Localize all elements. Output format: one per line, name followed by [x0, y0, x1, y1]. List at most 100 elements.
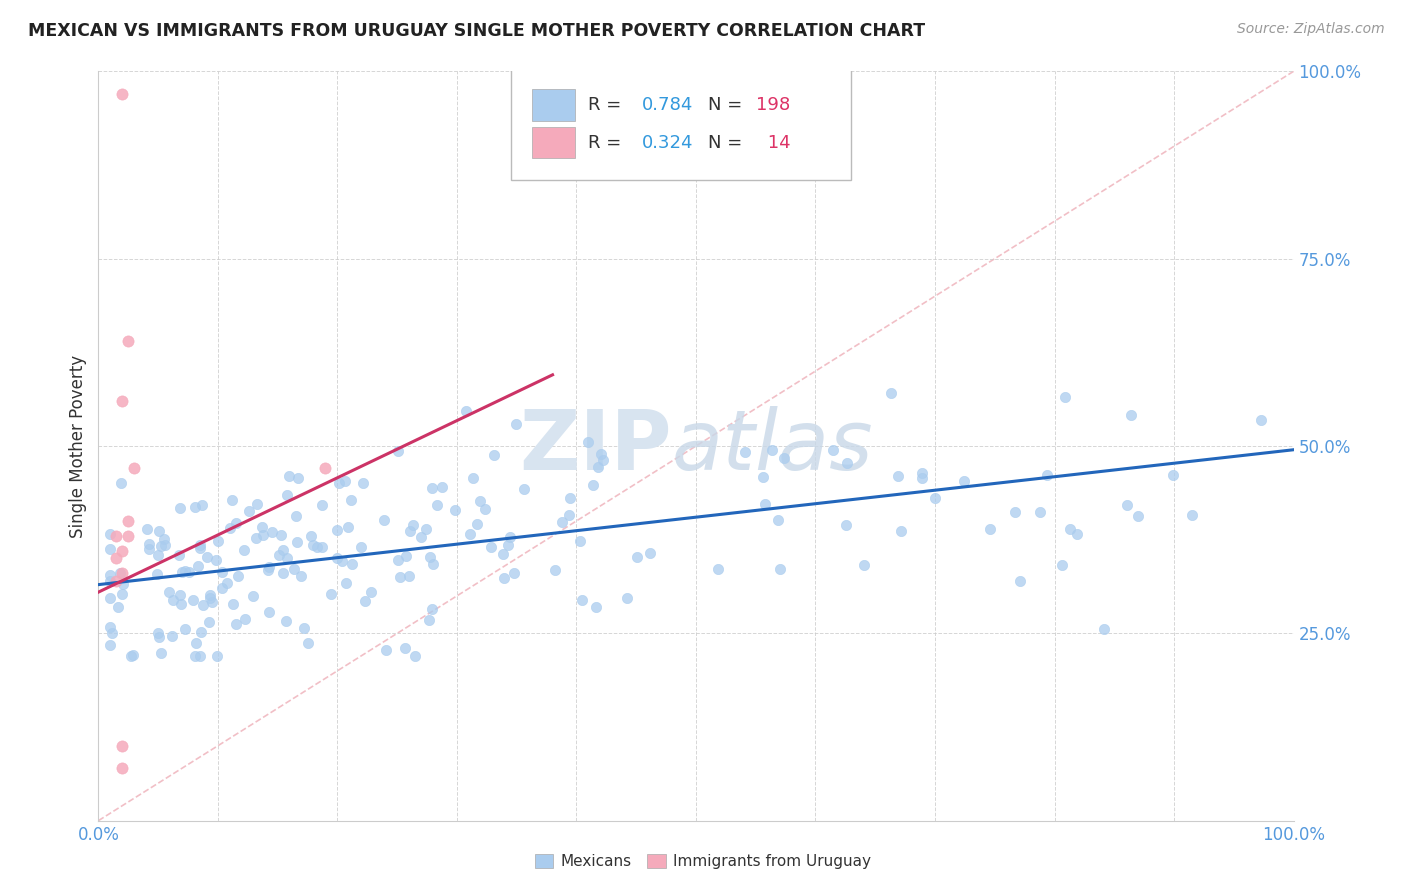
Point [335, 576, 357, 591]
Point [387, 444, 409, 458]
Point [311, 541, 333, 555]
Point [135, 522, 157, 536]
Point [333, 475, 356, 489]
Point [221, 598, 243, 612]
Point [626, 550, 648, 565]
Point [772, 451, 794, 466]
Point [262, 524, 284, 539]
Point [174, 622, 197, 636]
Point [105, 551, 128, 566]
Point [148, 626, 170, 640]
Point [953, 474, 976, 488]
Point [138, 537, 160, 551]
Point [98, 574, 122, 589]
Point [252, 528, 274, 542]
Point [110, 475, 132, 490]
Point [195, 549, 218, 564]
Point [706, 561, 728, 575]
Point [551, 516, 574, 530]
Point [205, 552, 228, 566]
Point [205, 648, 228, 663]
Point [321, 587, 343, 601]
Point [252, 520, 274, 534]
Point [420, 481, 443, 495]
Point [426, 498, 449, 512]
Point [211, 565, 233, 579]
Point [148, 524, 170, 538]
Point [259, 559, 281, 574]
Point [105, 574, 128, 588]
Point [582, 478, 605, 492]
Point [111, 87, 134, 101]
Point [837, 456, 859, 470]
Point [558, 508, 581, 523]
Point [395, 549, 418, 563]
Point [225, 516, 247, 530]
Point [284, 508, 307, 523]
Point [183, 593, 205, 607]
Text: atlas: atlas [672, 406, 873, 486]
Point [217, 575, 239, 590]
Point [592, 453, 614, 467]
Point [326, 551, 349, 566]
Text: Source: ZipAtlas.com: Source: ZipAtlas.com [1237, 22, 1385, 37]
Point [492, 547, 515, 561]
Point [821, 442, 844, 457]
Y-axis label: Single Mother Poverty: Single Mother Poverty [69, 354, 87, 538]
Point [111, 739, 134, 753]
Point [465, 517, 488, 532]
Point [1008, 574, 1031, 588]
Point [269, 548, 291, 562]
Point [98, 541, 122, 556]
Point [769, 562, 792, 576]
Text: 0.784: 0.784 [643, 96, 693, 114]
Point [188, 648, 211, 663]
Point [107, 599, 129, 614]
Point [375, 642, 398, 657]
Point [311, 499, 333, 513]
Point [420, 602, 443, 616]
Point [305, 540, 328, 554]
Point [287, 535, 309, 549]
Point [111, 544, 134, 558]
Point [162, 593, 184, 607]
Point [479, 540, 502, 554]
Point [183, 648, 205, 663]
Point [398, 568, 420, 582]
Point [190, 625, 212, 640]
Point [297, 635, 319, 649]
Point [415, 522, 437, 536]
Point [419, 549, 441, 564]
Point [616, 591, 638, 605]
Point [1004, 505, 1026, 519]
Point [766, 513, 789, 527]
Point [187, 558, 209, 573]
Point [290, 568, 312, 582]
Point [1181, 508, 1204, 523]
Point [340, 493, 363, 508]
Point [122, 648, 145, 662]
Point [198, 588, 221, 602]
Point [98, 567, 122, 582]
Point [373, 513, 395, 527]
Point [458, 526, 481, 541]
Point [422, 557, 444, 571]
Point [1059, 522, 1081, 536]
Point [474, 502, 496, 516]
Point [315, 461, 337, 475]
Point [276, 488, 298, 502]
Legend: Mexicans, Immigrants from Uruguay: Mexicans, Immigrants from Uruguay [529, 848, 877, 875]
Text: N =: N = [709, 134, 748, 152]
Point [149, 539, 172, 553]
Point [430, 480, 453, 494]
Point [190, 538, 212, 552]
Point [169, 501, 191, 516]
Point [112, 577, 135, 591]
Point [761, 442, 783, 457]
Point [191, 498, 214, 512]
Point [186, 636, 208, 650]
Point [503, 566, 526, 581]
Point [468, 494, 491, 508]
Point [259, 605, 281, 619]
Point [146, 566, 169, 581]
